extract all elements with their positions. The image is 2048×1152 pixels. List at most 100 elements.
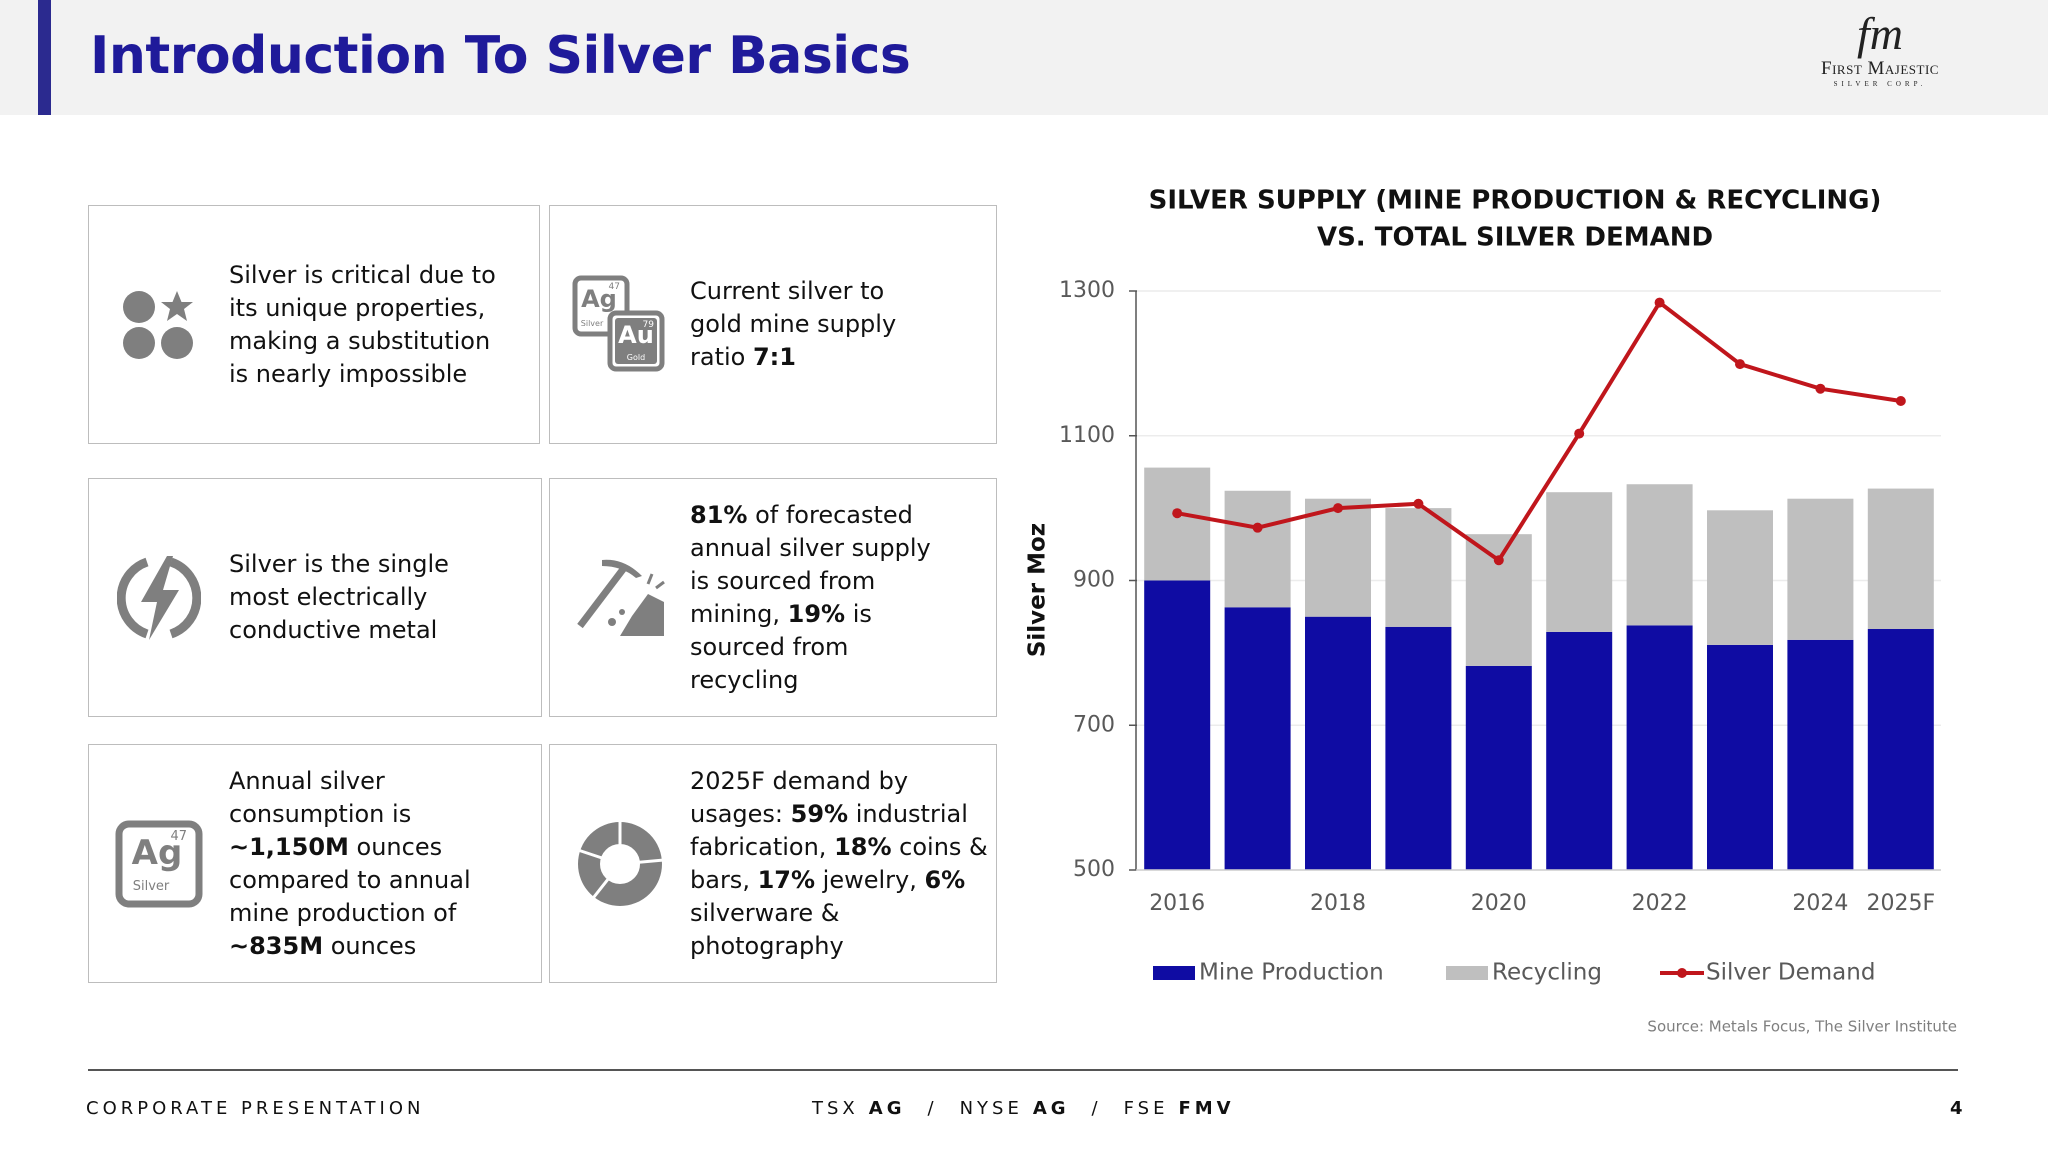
logo-tagline: SILVER CORP. bbox=[1833, 80, 1927, 88]
element-number: 79 bbox=[643, 320, 655, 330]
text-segment: ounces compared to annual mine productio… bbox=[229, 832, 471, 927]
logo: fm First Majestic SILVER CORP. bbox=[1800, 8, 1960, 89]
mining-icon bbox=[577, 559, 665, 636]
y-tick-label: 700 bbox=[1073, 712, 1115, 737]
x-tick-label: 2018 bbox=[1310, 891, 1366, 916]
icon: 47 Ag Silver 79 Au Gold bbox=[550, 275, 690, 375]
bar bbox=[1144, 580, 1211, 870]
text-segment: ~1,150M bbox=[229, 832, 349, 861]
ticker: AG bbox=[868, 1098, 906, 1119]
element-name: Silver bbox=[581, 319, 604, 328]
text-segment: Current silver to gold mine supply ratio bbox=[690, 277, 897, 371]
x-tick-label: 2016 bbox=[1149, 891, 1205, 916]
bar bbox=[1787, 498, 1854, 640]
icon bbox=[89, 285, 229, 365]
text-segment: coins & bars, bbox=[690, 832, 988, 894]
text-segment: industrial fabrication, bbox=[690, 799, 968, 861]
bar bbox=[1305, 616, 1371, 870]
header-band bbox=[0, 0, 2048, 115]
text-segment: 17% bbox=[757, 865, 816, 894]
text-segment: Annual silver consumption is bbox=[229, 766, 412, 828]
icon bbox=[550, 819, 690, 908]
line-point bbox=[1895, 396, 1906, 407]
ticker: AG bbox=[1032, 1098, 1070, 1119]
text-segment: Silver is critical due to its unique pro… bbox=[229, 260, 496, 388]
text-segment: 59% bbox=[790, 799, 849, 828]
icon bbox=[550, 556, 690, 640]
bar bbox=[1546, 492, 1613, 632]
element-symbol: Au bbox=[618, 321, 654, 349]
line-point bbox=[1654, 297, 1665, 308]
text-segment: 18% bbox=[834, 832, 892, 861]
x-tick-label: 2025F bbox=[1866, 891, 1935, 916]
line-point bbox=[1493, 555, 1504, 566]
x-tick-label: 2022 bbox=[1632, 891, 1688, 916]
text-segment: is sourced from recycling bbox=[690, 599, 872, 694]
bar bbox=[1305, 498, 1371, 617]
bar bbox=[1385, 508, 1452, 627]
card-text: Annual silver consumption is ~1,150M oun… bbox=[229, 765, 529, 963]
ticker: FMV bbox=[1178, 1098, 1235, 1119]
logo-name: First Majestic bbox=[1821, 58, 1939, 79]
x-tick-label: 2020 bbox=[1471, 891, 1527, 916]
info-card: Silver is the single most electrically c… bbox=[88, 478, 542, 717]
text-segment: jewelry, bbox=[815, 865, 925, 894]
legend-swatch bbox=[1446, 966, 1488, 980]
bar bbox=[1707, 644, 1773, 870]
conductive-icon bbox=[117, 555, 201, 640]
text-segment: 81% bbox=[690, 500, 748, 529]
info-card: 2025F demand by usages: 59% industrial f… bbox=[549, 744, 997, 983]
legend-label: Mine Production bbox=[1199, 960, 1384, 986]
text-segment: ~835M bbox=[229, 931, 324, 960]
element-symbol: Ag bbox=[581, 285, 617, 313]
separator: / bbox=[927, 1098, 938, 1119]
bar bbox=[1867, 628, 1934, 870]
bar bbox=[1224, 490, 1291, 608]
footer-tickers: TSX AG / NYSE AG / FSE FMV bbox=[812, 1098, 1235, 1119]
legend-label: Recycling bbox=[1492, 960, 1602, 986]
icon: 47 Ag Silver bbox=[89, 820, 229, 908]
bar bbox=[1626, 625, 1693, 870]
bar bbox=[1385, 626, 1452, 870]
element-number: 47 bbox=[609, 282, 620, 292]
x-tick-label: 2024 bbox=[1792, 891, 1848, 916]
y-tick-label: 1300 bbox=[1059, 278, 1115, 303]
legend-label: Silver Demand bbox=[1706, 960, 1875, 986]
line-point bbox=[1333, 503, 1343, 514]
bar bbox=[1224, 607, 1291, 870]
card-text: 81% of forecasted annual silver supply i… bbox=[690, 499, 950, 697]
slide-title: Introduction To Silver Basics bbox=[90, 26, 911, 86]
text-segment: Silver is the single most electrically c… bbox=[229, 550, 449, 644]
element-number: 47 bbox=[170, 829, 187, 844]
line-point bbox=[1735, 359, 1745, 370]
legend-dot bbox=[1677, 968, 1687, 978]
element-symbol: Ag bbox=[132, 833, 183, 873]
logo-monogram: fm bbox=[1857, 8, 1903, 59]
info-card: Silver is critical due to its unique pro… bbox=[88, 205, 540, 444]
line-point bbox=[1574, 428, 1585, 439]
line-point bbox=[1815, 383, 1826, 394]
separator: / bbox=[1091, 1098, 1102, 1119]
element-name: Silver bbox=[133, 879, 170, 894]
bar bbox=[1465, 534, 1532, 666]
text-segment: 19% bbox=[787, 599, 846, 628]
text-segment: silverware & photography bbox=[690, 898, 844, 960]
element-name: Gold bbox=[627, 353, 645, 362]
demand-line bbox=[1176, 299, 1902, 564]
text-segment: ounces bbox=[323, 931, 417, 960]
page-number: 4 bbox=[1950, 1098, 1963, 1119]
chart-title: SILVER SUPPLY (MINE PRODUCTION & RECYCLI… bbox=[1149, 186, 1882, 216]
bar bbox=[1465, 665, 1532, 870]
bar bbox=[1707, 510, 1773, 645]
card-text: 2025F demand by usages: 59% industrial f… bbox=[690, 765, 990, 963]
info-card: 47 Ag Silver 79 Au Gold Current silver t… bbox=[549, 205, 997, 444]
info-card: 47 Ag Silver Annual silver consumption i… bbox=[88, 744, 542, 983]
footer-rule bbox=[88, 1069, 1958, 1071]
card-text: Current silver to gold mine supply ratio… bbox=[690, 275, 900, 374]
text-segment: 6% bbox=[924, 865, 966, 894]
icon bbox=[89, 552, 229, 644]
text-segment: 7:1 bbox=[752, 343, 796, 371]
elements-icon: 47 Ag Silver 79 Au Gold bbox=[572, 275, 665, 371]
